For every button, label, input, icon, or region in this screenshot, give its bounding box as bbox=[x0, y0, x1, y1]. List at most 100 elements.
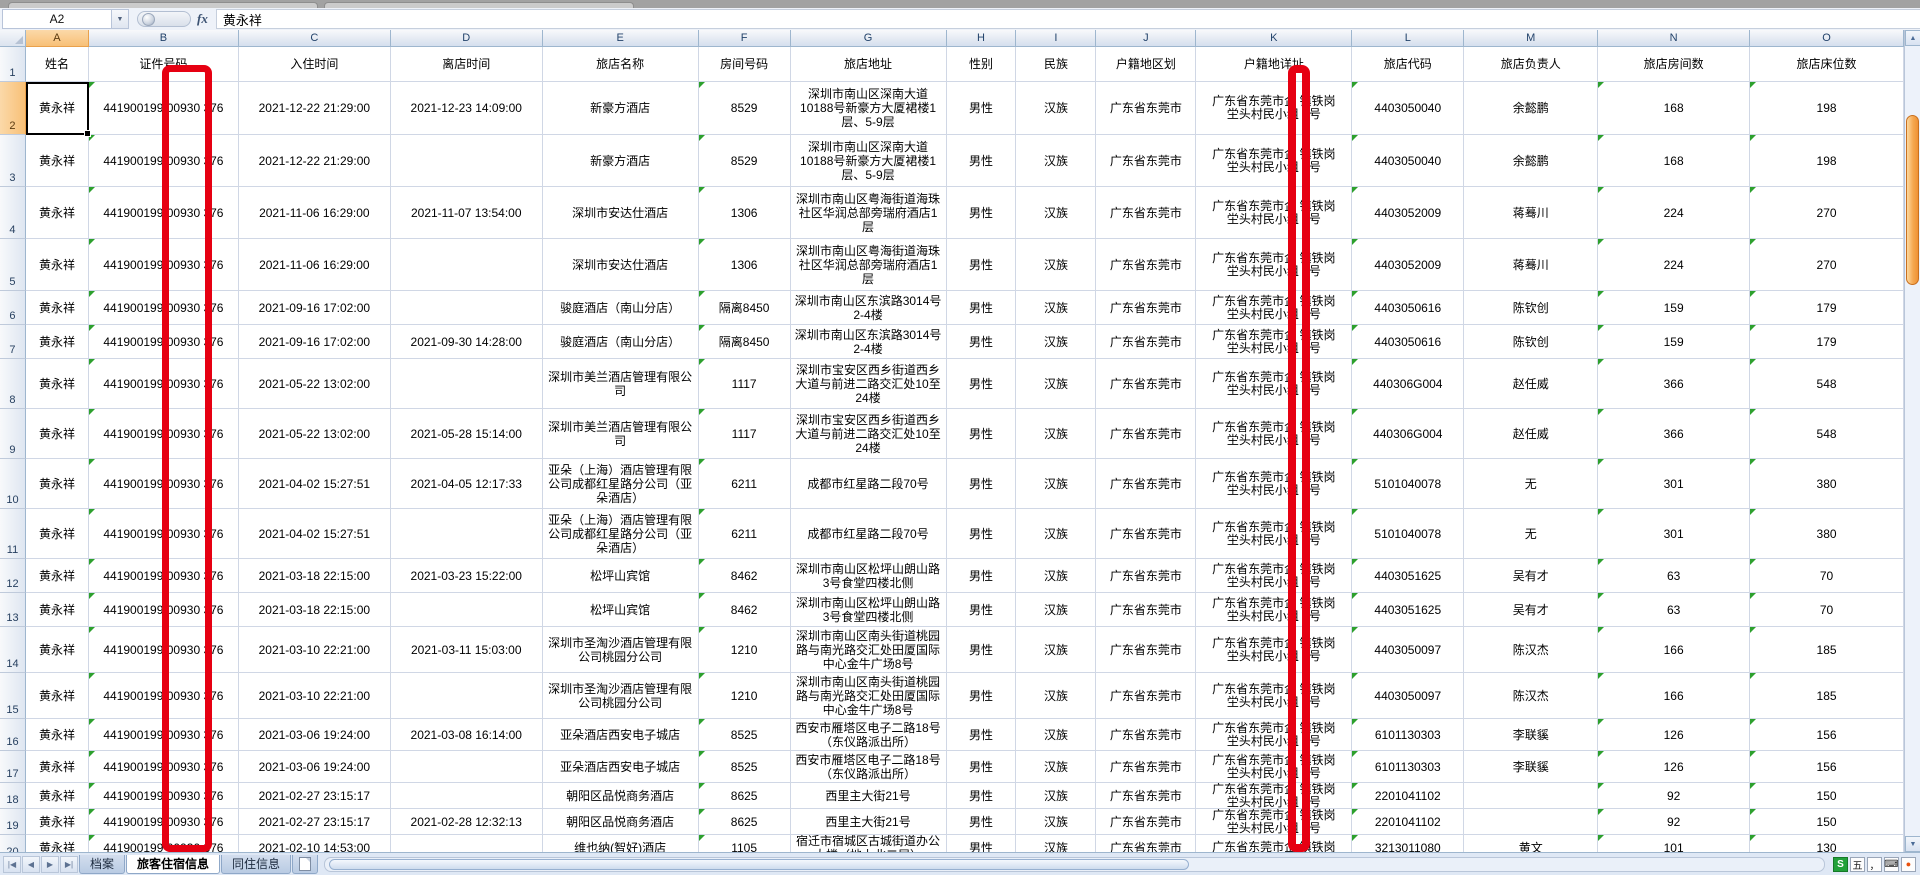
sogou-input-icon[interactable]: S bbox=[1833, 856, 1848, 872]
cell-room-count[interactable]: 126 bbox=[1598, 719, 1751, 751]
cell-region[interactable]: 广东省东莞市 bbox=[1096, 509, 1197, 559]
cell-hotel-manager[interactable]: 无 bbox=[1464, 509, 1599, 559]
cell-hotel-name[interactable]: 亚朵酒店西安电子城店 bbox=[542, 719, 699, 751]
column-header-B[interactable]: B bbox=[88, 30, 239, 47]
cell-hotel-name[interactable]: 深圳市安达仕酒店 bbox=[542, 187, 699, 239]
cell-room-number[interactable]: 隔离8450 bbox=[698, 291, 791, 325]
cell-hotel-code[interactable]: 2201041102 bbox=[1352, 809, 1465, 835]
cell-checkout-time[interactable]: 2021-11-07 13:54:00 bbox=[390, 187, 543, 239]
cell-bed-count[interactable]: 179 bbox=[1750, 325, 1904, 359]
cell-region[interactable]: 广东省东莞市 bbox=[1096, 673, 1197, 719]
cell-room-number[interactable]: 1306 bbox=[698, 239, 791, 291]
cell-id-number[interactable]: 441900199 00930 376 bbox=[88, 239, 239, 291]
cell-checkin-time[interactable]: 2021-02-10 14:53:00 bbox=[239, 835, 391, 852]
cell-id-number[interactable]: 证件号码 bbox=[88, 47, 239, 82]
cell-name[interactable]: 黄永祥 bbox=[25, 409, 89, 459]
cell-hotel-address[interactable]: 深圳市宝安区西乡街道西乡大道与前进二路交汇处10至24楼 bbox=[790, 409, 947, 459]
cell-checkin-time[interactable]: 2021-11-06 16:29:00 bbox=[238, 187, 391, 239]
cell-hotel-manager[interactable]: 蒋蓦川 bbox=[1464, 239, 1599, 291]
cell-bed-count[interactable]: 70 bbox=[1750, 559, 1904, 593]
cell-hotel-manager[interactable]: 赵任威 bbox=[1464, 409, 1599, 459]
cell-name[interactable]: 黄永祥 bbox=[25, 719, 89, 751]
cell-room-number[interactable]: 6211 bbox=[698, 459, 791, 509]
cell-room-count[interactable]: 92 bbox=[1598, 783, 1751, 809]
soft-keyboard-icon[interactable]: ⌨ bbox=[1884, 856, 1899, 872]
cell-name[interactable]: 黄永祥 bbox=[25, 325, 89, 359]
cell-region[interactable]: 广东省东莞市 bbox=[1096, 135, 1197, 187]
cell-gender[interactable]: 男性 bbox=[946, 627, 1017, 673]
cell-hotel-manager[interactable]: 无 bbox=[1464, 459, 1599, 509]
cell-room-number[interactable]: 1210 bbox=[698, 627, 791, 673]
cell-bed-count[interactable]: 270 bbox=[1750, 187, 1904, 239]
cell-id-number[interactable]: 441900199 00930 376 bbox=[88, 459, 239, 509]
cell-hotel-name[interactable]: 维也纳(智好)酒店 bbox=[543, 835, 699, 852]
row-number-13[interactable]: 13 bbox=[0, 593, 26, 627]
cell-region[interactable]: 广东省东莞市 bbox=[1096, 809, 1197, 835]
column-header-L[interactable]: L bbox=[1352, 30, 1465, 47]
insert-worksheet-tab[interactable] bbox=[292, 854, 319, 874]
cell-hotel-name[interactable]: 深圳市圣淘沙酒店管理有限公司桃园分公司 bbox=[542, 627, 699, 673]
cell-hotel-code[interactable]: 4403051625 bbox=[1352, 559, 1465, 593]
cell-room-count[interactable]: 366 bbox=[1598, 359, 1751, 409]
cell-gender[interactable]: 男性 bbox=[946, 291, 1017, 325]
cell-id-number[interactable]: 441900199 00930 376 bbox=[88, 187, 239, 239]
cell-room-count[interactable]: 301 bbox=[1598, 509, 1751, 559]
wubi-mode-icon[interactable]: 五 bbox=[1850, 856, 1865, 872]
cell-region[interactable]: 户籍地区划 bbox=[1096, 47, 1197, 82]
cell-region[interactable]: 广东省东莞市 bbox=[1096, 459, 1197, 509]
cell-ethnicity[interactable]: 汉族 bbox=[1016, 673, 1097, 719]
cell-hotel-code[interactable]: 4403052009 bbox=[1352, 187, 1465, 239]
cell-gender[interactable]: 男性 bbox=[946, 409, 1017, 459]
cell-room-number[interactable]: 房间号码 bbox=[698, 47, 791, 82]
cell-checkout-time[interactable]: 2021-05-28 15:14:00 bbox=[390, 409, 543, 459]
cell-gender[interactable]: 男性 bbox=[946, 135, 1017, 187]
row-number-15[interactable]: 15 bbox=[0, 673, 26, 719]
cell-id-number[interactable]: 441900199 00930 376 bbox=[88, 783, 239, 809]
cell-ethnicity[interactable]: 汉族 bbox=[1016, 809, 1097, 835]
cell-id-number[interactable]: 441900199 00930 376 bbox=[88, 509, 239, 559]
cell-name[interactable]: 黄永祥 bbox=[25, 627, 89, 673]
cell-room-count[interactable]: 366 bbox=[1598, 409, 1751, 459]
cell-checkout-time[interactable]: 2021-04-05 12:17:33 bbox=[390, 459, 543, 509]
horizontal-scrollbar-thumb[interactable] bbox=[329, 858, 1190, 870]
cell-hotel-address[interactable]: 深圳市南山区东滨路3014号2-4楼 bbox=[790, 291, 947, 325]
cell-home-address[interactable]: 户籍地详址 bbox=[1196, 47, 1353, 82]
cell-ethnicity[interactable]: 汉族 bbox=[1016, 719, 1097, 751]
cell-checkin-time[interactable]: 2021-09-16 17:02:00 bbox=[238, 325, 391, 359]
cell-bed-count[interactable]: 198 bbox=[1750, 82, 1904, 135]
cell-checkin-time[interactable]: 2021-03-18 22:15:00 bbox=[238, 593, 391, 627]
cell-bed-count[interactable]: 380 bbox=[1750, 509, 1904, 559]
cell-hotel-manager[interactable]: 陈钦创 bbox=[1464, 325, 1599, 359]
cell-hotel-code[interactable]: 3213011080 bbox=[1352, 835, 1465, 852]
sheet-tab-lodging-info[interactable]: 旅客住宿信息 bbox=[126, 854, 221, 874]
cell-hotel-manager[interactable]: 赵任威 bbox=[1464, 359, 1599, 409]
cell-room-count[interactable]: 301 bbox=[1598, 459, 1751, 509]
cell-region[interactable]: 广东省东莞市 bbox=[1096, 187, 1197, 239]
cell-home-address[interactable]: 广东省东莞市企 镇铁岗坣头村民小组 0号 bbox=[1196, 719, 1353, 751]
cell-region[interactable]: 广东省东莞市 bbox=[1096, 719, 1197, 751]
cell-hotel-address[interactable]: 深圳市南山区东滨路3014号2-4楼 bbox=[790, 325, 947, 359]
cell-hotel-code[interactable]: 旅店代码 bbox=[1352, 47, 1465, 82]
cell-hotel-code[interactable]: 4403050616 bbox=[1352, 325, 1465, 359]
cell-bed-count[interactable]: 185 bbox=[1750, 673, 1904, 719]
cell-ethnicity[interactable]: 汉族 bbox=[1016, 459, 1097, 509]
cell-room-number[interactable]: 8525 bbox=[698, 751, 791, 783]
cell-hotel-code[interactable]: 4403052009 bbox=[1352, 239, 1465, 291]
cell-region[interactable]: 广东省东莞市 bbox=[1096, 559, 1197, 593]
cell-ethnicity[interactable]: 汉族 bbox=[1016, 409, 1097, 459]
cell-id-number[interactable]: 441900199 00930 376 bbox=[88, 751, 239, 783]
column-header-G[interactable]: G bbox=[790, 30, 947, 47]
cell-hotel-name[interactable]: 新豪方酒店 bbox=[542, 135, 699, 187]
cell-hotel-name[interactable]: 松坪山宾馆 bbox=[542, 593, 699, 627]
cell-checkout-time[interactable]: 2021-03-23 15:22:00 bbox=[390, 559, 543, 593]
row-number-9[interactable]: 9 bbox=[0, 409, 26, 459]
cell-region[interactable]: 广东省东莞市 bbox=[1096, 82, 1197, 135]
cell-id-number[interactable]: 441900199 00930 376 bbox=[88, 593, 239, 627]
cell-room-number[interactable]: 8529 bbox=[698, 135, 791, 187]
vertical-scrollbar[interactable]: ▲ ▼ bbox=[1904, 30, 1920, 852]
column-header-C[interactable]: C bbox=[238, 30, 391, 47]
cell-bed-count[interactable]: 156 bbox=[1750, 751, 1904, 783]
cell-hotel-manager[interactable] bbox=[1464, 783, 1599, 809]
cell-region[interactable]: 广东省东莞市 bbox=[1096, 291, 1197, 325]
cell-room-count[interactable]: 63 bbox=[1598, 593, 1751, 627]
